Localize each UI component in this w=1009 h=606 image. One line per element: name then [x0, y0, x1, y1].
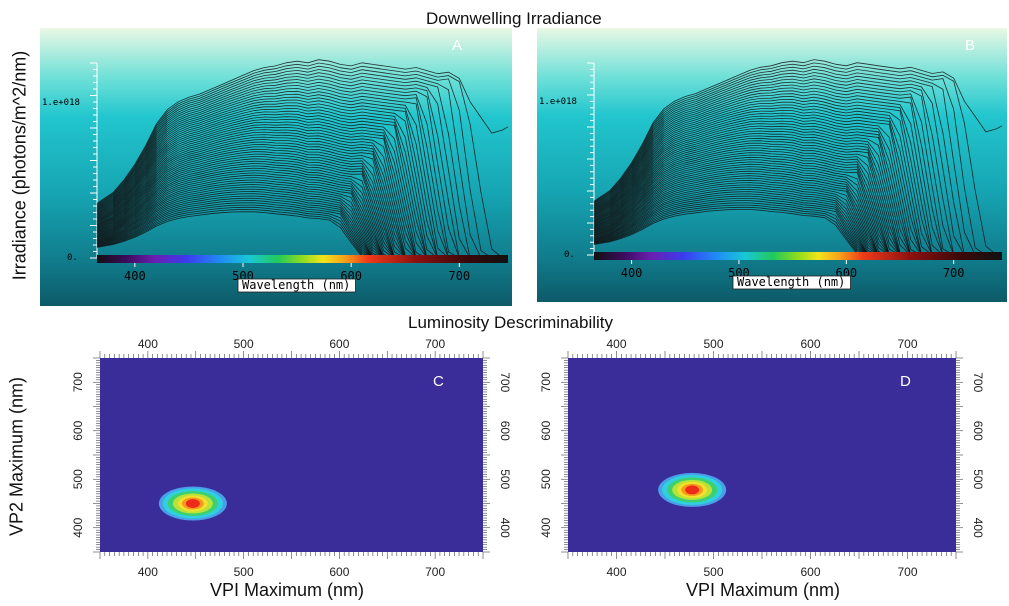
x-tick-label: 700	[943, 266, 965, 280]
y-tick-label-right: 700	[971, 372, 985, 392]
y-tick-label-left: 400	[539, 517, 553, 537]
x-tick-label-top: 600	[329, 337, 349, 351]
x-axis-label: Wavelength (nm)	[242, 278, 350, 292]
irradiance-curve	[593, 81, 1002, 256]
y-tick-label-right: 700	[498, 372, 512, 392]
irradiance-curve	[96, 93, 508, 259]
irradiance-y-axis-label: Irradiance (photons/m^2/nm)	[9, 50, 30, 281]
y-tick-label-right: 500	[971, 469, 985, 489]
x-axis-label-box	[732, 275, 851, 290]
y-tick-label-top: 1.e+018	[42, 98, 80, 108]
panel-letter: D	[900, 373, 911, 390]
x-tick-label-top: 500	[703, 337, 723, 351]
bottom-title: Luminosity Descriminability	[408, 313, 614, 332]
x-tick-label: 400	[124, 269, 146, 283]
irradiance-curve	[593, 68, 1002, 256]
panel-letter: B	[965, 37, 975, 54]
x-tick-label-top: 500	[234, 337, 254, 351]
heatmap-background	[568, 358, 956, 552]
y-tick-label-top: 1.e+018	[539, 97, 577, 107]
heatmap-panel-C: 400 400 500 500 600 600 700 700 400 400 500 500 600 6…	[71, 337, 512, 579]
y-tick-label-left: 500	[71, 469, 85, 489]
irradiance-curve	[593, 72, 1002, 256]
vpi-x-axis-label-c: VPI Maximum (nm)	[210, 580, 365, 600]
y-tick-label-left: 600	[71, 420, 85, 440]
y-tick-label-right: 400	[498, 518, 512, 538]
irradiance-curve	[96, 81, 508, 259]
x-tick-label-top: 700	[425, 337, 445, 351]
y-tick-label-zero: 0.	[564, 250, 575, 260]
y-tick-label-right: 400	[971, 518, 985, 538]
x-tick-label-top: 600	[800, 337, 820, 351]
irradiance-curve	[96, 59, 509, 204]
irradiance-curve	[593, 59, 1003, 202]
irradiance-curve	[96, 78, 508, 259]
x-axis-label: Wavelength (nm)	[737, 275, 845, 289]
irradiance-curve	[593, 87, 1002, 256]
y-tick-label-right: 500	[498, 469, 512, 489]
x-tick-label-bottom: 700	[897, 565, 917, 579]
heatmap-blob-ring	[685, 485, 700, 495]
y-tick-label-left: 400	[71, 517, 85, 537]
x-tick-label-bottom: 500	[703, 565, 723, 579]
irradiance-curve	[593, 75, 1002, 256]
x-tick-label: 400	[621, 266, 643, 280]
y-tick-label-right: 600	[971, 421, 985, 441]
irradiance-curve	[96, 69, 508, 259]
y-tick-label-left: 700	[539, 372, 553, 392]
heatmap-panel-D: 400 400 500 500 600 600 700 700 400 400 500 500 600 6…	[539, 337, 985, 579]
y-tick-label-zero: 0.	[67, 253, 78, 263]
irradiance-curve	[593, 93, 1002, 256]
x-tick-label-bottom: 600	[329, 565, 349, 579]
irradiance-curve	[96, 87, 508, 259]
top-title: Downwelling Irradiance	[426, 9, 602, 28]
y-tick-label-right: 600	[498, 421, 512, 441]
panel-letter: C	[433, 373, 444, 390]
irradiance-curve	[96, 65, 508, 259]
irradiance-curve	[96, 75, 508, 259]
x-tick-label-bottom: 400	[138, 565, 158, 579]
x-tick-label-bottom: 700	[425, 565, 445, 579]
y-tick-label-left: 500	[539, 469, 553, 489]
spectrum-bar	[97, 255, 508, 263]
irradiance-curve	[593, 78, 1002, 256]
panel-letter: A	[452, 37, 462, 54]
spectrum-bar	[594, 252, 1002, 260]
x-axis-label-box	[237, 278, 356, 293]
panel-background	[40, 28, 512, 306]
y-tick-label-left: 600	[539, 420, 553, 440]
irradiance-curve	[96, 62, 508, 259]
irradiance-curve	[593, 62, 1002, 256]
irradiance-curve	[96, 72, 508, 259]
irradiance-curve	[96, 90, 508, 259]
y-tick-label-left: 700	[71, 372, 85, 392]
irradiance-curve	[96, 84, 508, 259]
irradiance-curve	[593, 90, 1002, 256]
x-tick-label-bottom: 600	[800, 565, 820, 579]
vp2-y-axis-label: VP2 Maximum (nm)	[6, 376, 27, 537]
heatmap-background	[100, 358, 483, 552]
x-tick-label-top: 400	[606, 337, 626, 351]
x-tick-label-bottom: 500	[234, 565, 254, 579]
irradiance-curve	[593, 84, 1002, 256]
vpi-x-axis-label-d: VPI Maximum (nm)	[686, 580, 841, 600]
heatmap-blob-ring	[185, 499, 200, 508]
x-tick-label-top: 700	[897, 337, 917, 351]
x-tick-label-top: 400	[138, 337, 158, 351]
panel-background	[537, 28, 1007, 302]
irradiance-curve	[593, 65, 1002, 256]
x-tick-label-bottom: 400	[606, 565, 626, 579]
x-tick-label: 700	[448, 269, 470, 283]
